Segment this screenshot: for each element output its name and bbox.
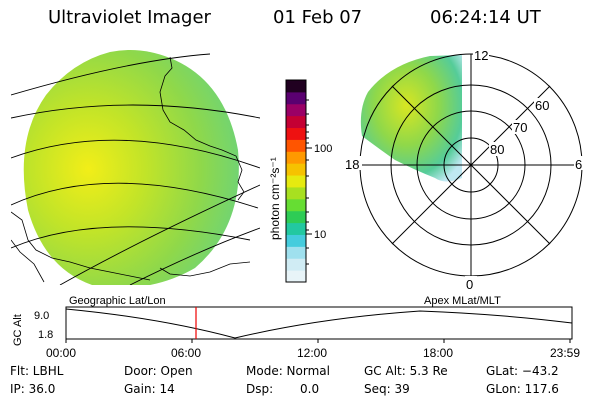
- altitude-ytick-high: 9.0: [34, 310, 49, 322]
- app-title: Ultraviolet Imager: [48, 7, 211, 28]
- xtick-0600: 06:00: [171, 346, 201, 360]
- xtick-2359: 23:59: [550, 346, 580, 360]
- colorbar-segment: [286, 198, 306, 212]
- colorbar-segment: [286, 80, 306, 93]
- altitude-ylabel: GC Alt: [12, 314, 24, 346]
- xtick-1200: 12:00: [297, 346, 327, 360]
- polar-spokes: [360, 54, 582, 276]
- filter-info: Flt: LBHL: [10, 364, 64, 378]
- colorbar-segment: [286, 127, 306, 140]
- door-info: Door: Open: [124, 364, 193, 378]
- colorbar-tick-100: 100: [314, 143, 332, 155]
- altitude-curve: [65, 308, 573, 339]
- geographic-caption: Geographic Lat/Lon: [69, 295, 166, 307]
- ip-info: IP: 36.0: [10, 382, 56, 396]
- colorbar: 100 10 photon cm⁻²s⁻¹: [268, 79, 332, 283]
- polar-plot: 12 18 6 0 60 70 80: [344, 48, 586, 292]
- colorbar-segment: [286, 246, 306, 259]
- polar-caption: Apex MLat/MLT: [424, 295, 501, 307]
- altitude-plot: GC Alt 9.0 1.8 00:00 06:00 12:00 18:00 2…: [12, 306, 580, 360]
- colorbar-segment: [286, 163, 306, 176]
- colorbar-unit-label: photon cm⁻²s⁻¹: [268, 157, 282, 240]
- lat-label-80: 80: [490, 142, 504, 157]
- glon-info: GLon: 117.6: [486, 382, 559, 396]
- colorbar-segment: [286, 151, 306, 164]
- mlt-label-0: 0: [466, 277, 473, 292]
- gc-alt-info: GC Alt: 5.3 Re: [364, 364, 448, 378]
- xtick-0000: 00:00: [46, 346, 76, 360]
- gain-info: Gain: 14: [124, 382, 175, 396]
- mlt-label-18: 18: [345, 157, 359, 172]
- mlt-label-6: 6: [575, 157, 582, 172]
- altitude-ytick-low: 1.8: [38, 329, 53, 341]
- colorbar-tick-10: 10: [314, 229, 326, 241]
- colorbar-segment: [286, 210, 306, 224]
- coastlines: [11, 56, 251, 283]
- lat-lon-grid: [11, 53, 260, 285]
- mode-info: Mode: Normal: [246, 364, 330, 378]
- time-label: 06:24:14 UT: [430, 7, 541, 28]
- date-label: 01 Feb 07: [273, 7, 363, 28]
- seq-info: Seq: 39: [364, 382, 410, 396]
- colorbar-segment: [286, 258, 306, 271]
- colorbar-segment: [286, 139, 306, 152]
- dsp-info: Dsp:: [246, 382, 274, 396]
- colorbar-segment: [286, 103, 306, 117]
- lat-label-70: 70: [513, 120, 527, 135]
- lat-label-60: 60: [535, 98, 549, 113]
- polar-emission: [360, 55, 462, 182]
- geographic-image: [11, 50, 260, 285]
- colorbar-segment: [286, 222, 306, 235]
- dsp-value: 0.0: [300, 382, 320, 396]
- colorbar-segment: [286, 115, 306, 129]
- earth-disk: [23, 50, 239, 285]
- glat-info: GLat: −43.2: [486, 364, 559, 378]
- xtick-1800: 18:00: [423, 346, 453, 360]
- colorbar-segment: [286, 234, 306, 247]
- colorbar-segment: [286, 186, 306, 200]
- colorbar-segment: [286, 270, 306, 283]
- colorbar-segment: [286, 175, 306, 188]
- mlt-label-12: 12: [474, 48, 488, 63]
- colorbar-segment: [286, 91, 306, 105]
